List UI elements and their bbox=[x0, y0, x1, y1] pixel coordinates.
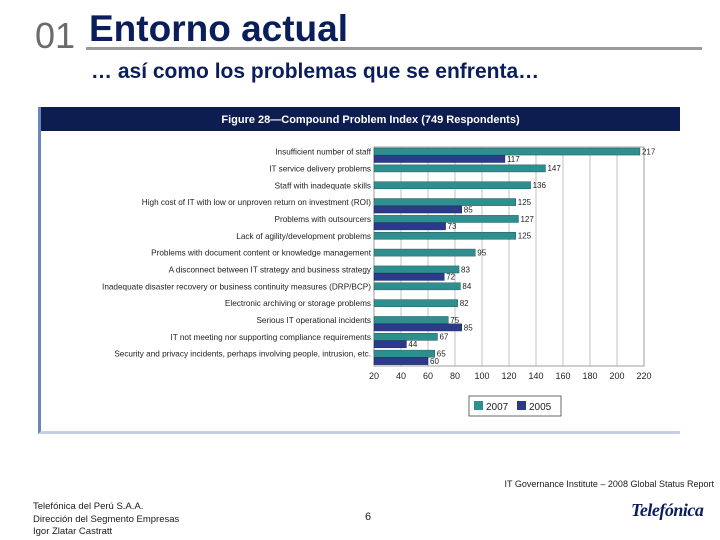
bar-2007 bbox=[373, 299, 458, 307]
legend-label-2007: 2007 bbox=[486, 402, 509, 413]
category-label: Staff with inadequate skills bbox=[275, 181, 371, 190]
category-label: IT not meeting nor supporting compliance… bbox=[170, 333, 371, 342]
category-label: High cost of IT with low or unproven ret… bbox=[142, 198, 371, 207]
bar-2005 bbox=[373, 205, 462, 214]
data-label-2007: 75 bbox=[450, 316, 459, 325]
legend-box bbox=[468, 395, 562, 417]
category-label: Lack of agility/development problems bbox=[236, 232, 371, 241]
x-tick-label: 20 bbox=[369, 371, 379, 381]
source-note: IT Governance Institute – 2008 Global St… bbox=[504, 479, 714, 489]
legend-swatch-2005 bbox=[517, 401, 526, 410]
data-label-2007: 217 bbox=[642, 147, 656, 156]
title-underline bbox=[86, 47, 702, 50]
x-tick-label: 140 bbox=[528, 371, 543, 381]
bar-2007 bbox=[373, 231, 516, 240]
x-tick-label: 120 bbox=[501, 371, 516, 381]
data-label-2007: 83 bbox=[461, 265, 470, 274]
data-label-2005: 85 bbox=[464, 323, 473, 332]
legend-swatch-2007 bbox=[474, 401, 483, 410]
category-label: Serious IT operational incidents bbox=[256, 316, 371, 325]
category-label: Problems with document content or knowle… bbox=[151, 249, 372, 258]
bar-2007 bbox=[373, 147, 641, 156]
x-tick-label: 80 bbox=[450, 371, 460, 381]
category-label: Electronic archiving or storage problems bbox=[225, 299, 371, 308]
chart-title: Figure 28—Compound Problem Index (749 Re… bbox=[221, 114, 520, 126]
category-label: IT service delivery problems bbox=[269, 164, 371, 173]
data-label-2005: 117 bbox=[507, 155, 520, 164]
category-label: Inadequate disaster recovery or business… bbox=[102, 282, 371, 291]
data-label-2007: 127 bbox=[520, 215, 534, 224]
x-tick-label: 200 bbox=[609, 371, 624, 381]
bar-2005 bbox=[373, 273, 445, 281]
category-label: A disconnect between IT strategy and bus… bbox=[169, 266, 372, 275]
data-label-2005: 73 bbox=[448, 222, 457, 231]
footer-info: Telefónica del Perú S.A.A. Dirección del… bbox=[33, 501, 179, 539]
bar-2007 bbox=[373, 198, 516, 206]
x-tick-label: 180 bbox=[582, 371, 597, 381]
bar-2007 bbox=[373, 181, 531, 190]
data-label-2005: 44 bbox=[408, 340, 417, 349]
page-number: 6 bbox=[365, 511, 372, 523]
bar-2007 bbox=[373, 316, 449, 324]
category-label: Problems with outsourcers bbox=[275, 215, 371, 224]
bar-2005 bbox=[373, 222, 446, 231]
page-subtitle: … así como los problemas que se enfrenta… bbox=[91, 60, 540, 83]
data-label-2005: 85 bbox=[464, 205, 473, 214]
data-label-2005: 72 bbox=[446, 273, 455, 282]
data-label-2007: 125 bbox=[518, 198, 532, 207]
data-label-2005: 60 bbox=[430, 357, 439, 366]
x-tick-label: 220 bbox=[636, 371, 651, 381]
telefonica-logo: Telefónica bbox=[631, 500, 704, 520]
compound-problem-index-chart: Figure 28—Compound Problem Index (749 Re… bbox=[41, 107, 680, 417]
data-label-2007: 95 bbox=[477, 248, 486, 257]
chart-frame: Figure 28—Compound Problem Index (749 Re… bbox=[38, 107, 680, 434]
bar-2005 bbox=[373, 155, 506, 163]
data-label-2007: 84 bbox=[462, 282, 471, 291]
x-tick-label: 60 bbox=[423, 371, 433, 381]
page-title: Entorno actual bbox=[89, 8, 349, 49]
x-tick-label: 160 bbox=[555, 371, 570, 381]
data-label-2007: 82 bbox=[460, 299, 469, 308]
data-label-2007: 125 bbox=[518, 232, 532, 241]
section-number: 01 bbox=[35, 15, 76, 56]
bar-2007 bbox=[373, 248, 476, 257]
bar-2005 bbox=[373, 357, 429, 365]
category-label: Security and privacy incidents, perhaps … bbox=[114, 350, 371, 359]
footer-company: Telefónica del Perú S.A.A. bbox=[33, 501, 144, 512]
bar-2007 bbox=[373, 333, 438, 341]
bar-2007 bbox=[373, 265, 460, 274]
bar-2007 bbox=[373, 349, 435, 358]
bar-2007 bbox=[373, 215, 519, 223]
data-label-2007: 67 bbox=[439, 333, 448, 342]
x-tick-label: 100 bbox=[474, 371, 489, 381]
footer-department: Dirección del Segmento Empresas bbox=[33, 513, 180, 525]
legend-label-2005: 2005 bbox=[529, 402, 552, 413]
bar-2005 bbox=[373, 340, 407, 349]
data-label-2007: 136 bbox=[533, 181, 547, 190]
data-label-2007: 65 bbox=[437, 350, 446, 359]
bar-2005 bbox=[373, 323, 462, 332]
chart-title-bar bbox=[41, 107, 680, 131]
x-tick-label: 40 bbox=[396, 371, 406, 381]
data-label-2007: 147 bbox=[547, 164, 561, 173]
bar-2007 bbox=[373, 164, 546, 173]
bar-2007 bbox=[373, 282, 461, 291]
footer-author: Igor Zlatar Castratt bbox=[33, 526, 113, 537]
category-label: Insufficient number of staff bbox=[275, 148, 371, 157]
